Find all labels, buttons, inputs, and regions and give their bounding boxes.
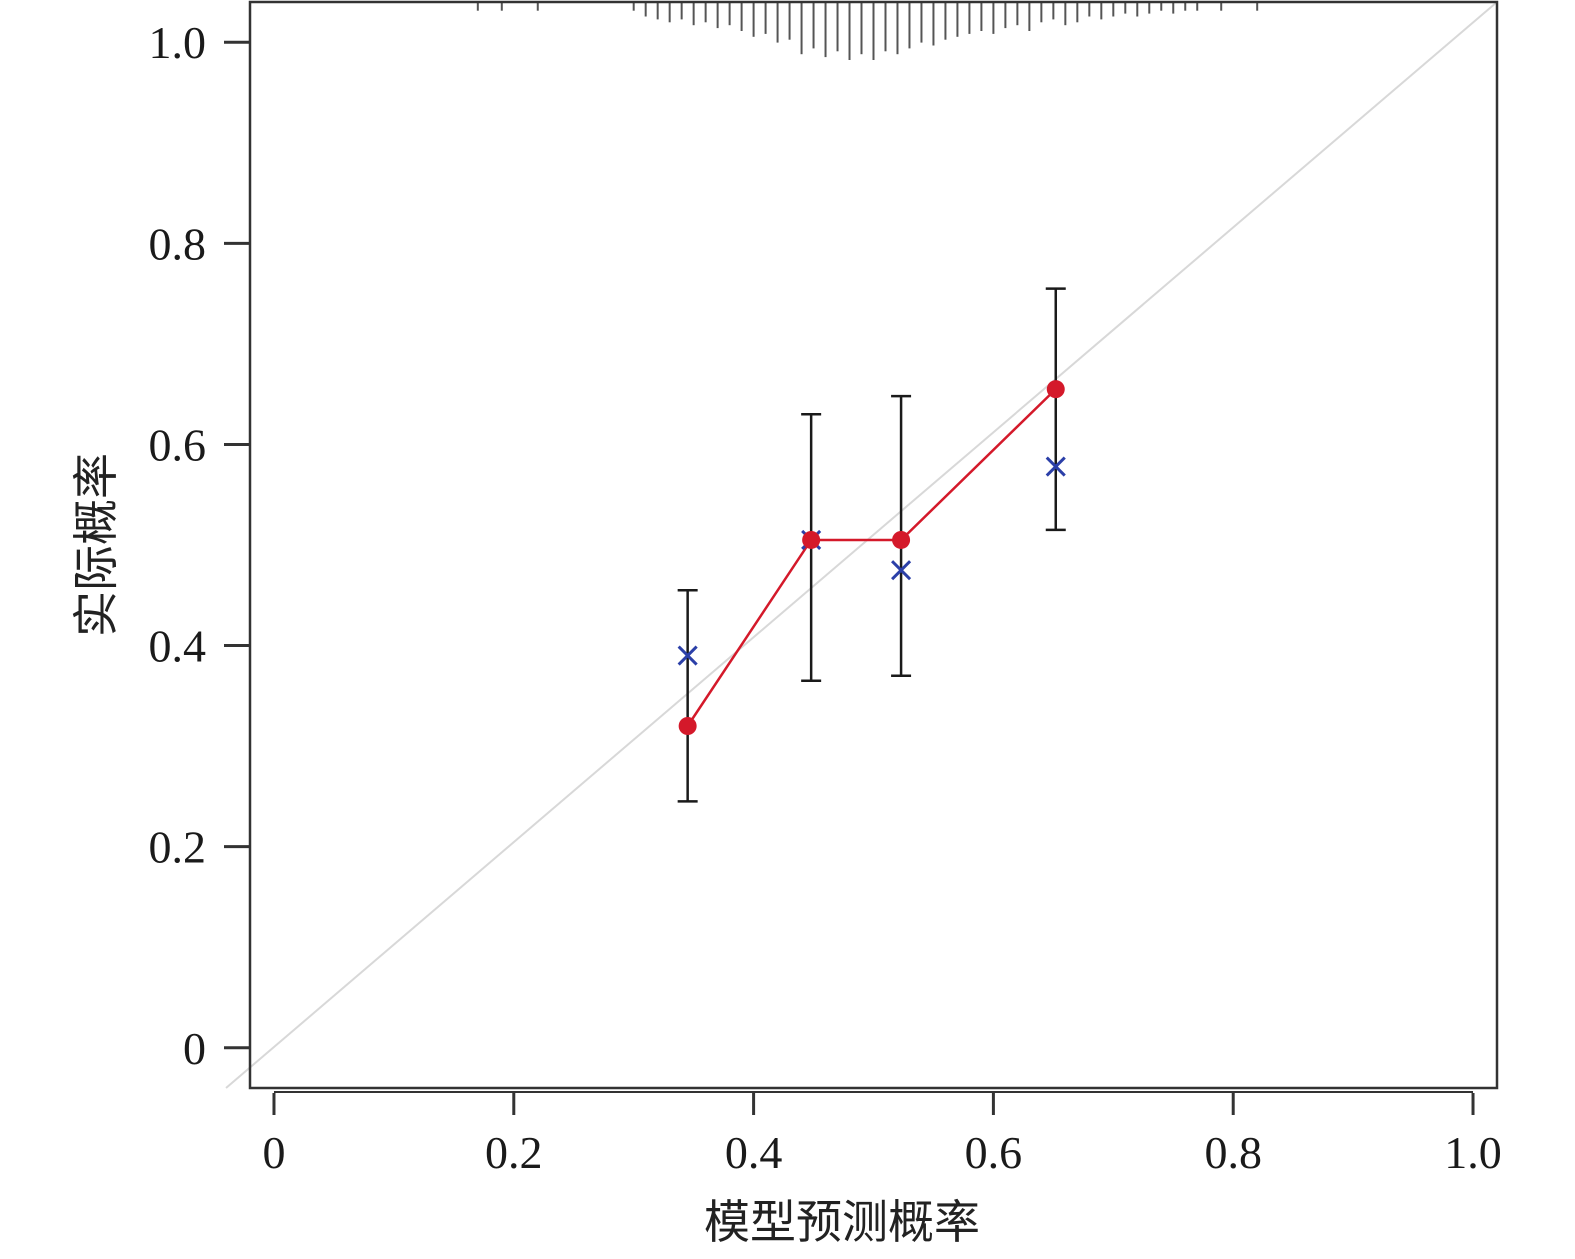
x-tick-label: 0.8 [1204, 1127, 1262, 1178]
x-tick-label: 0.6 [965, 1127, 1023, 1178]
y-axis-title: 实际概率 [69, 453, 123, 637]
x-axis-title: 模型预测概率 [704, 1195, 980, 1249]
observed-line [686, 388, 1057, 727]
observed-point [1046, 380, 1065, 399]
error-bar [1045, 287, 1066, 532]
x-tick-label: 0 [262, 1127, 285, 1178]
y-tick-label: 0.2 [149, 822, 207, 873]
predicted-x-marker [1045, 456, 1066, 477]
observed-point [892, 530, 911, 549]
x-marker-stroke [891, 560, 912, 581]
y-tick-label: 0 [183, 1023, 206, 1074]
plot-frame [248, 0, 1499, 1090]
predicted-x-marker [891, 560, 912, 581]
predicted-x-marker [677, 645, 698, 666]
observed-point [802, 530, 821, 549]
y-tick-label: 0.6 [149, 419, 207, 470]
x-marker-stroke [677, 645, 698, 666]
y-tick-label: 0.8 [149, 218, 207, 269]
reference-diagonal [225, 1, 1498, 1089]
x-tick-label: 0.2 [485, 1127, 543, 1178]
error-bar [677, 589, 698, 803]
y-tick-label: 1.0 [149, 17, 207, 68]
x-tick-label: 1.0 [1444, 1127, 1502, 1178]
y-tick-label: 0.4 [149, 621, 207, 672]
observed-point [678, 717, 697, 735]
x-marker-stroke [1045, 456, 1066, 477]
x-tick-label: 0.4 [725, 1127, 783, 1178]
